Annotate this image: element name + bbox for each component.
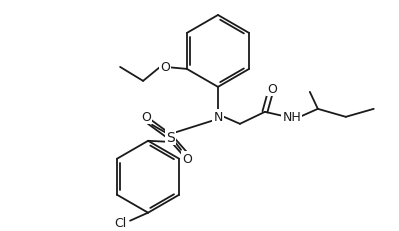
Text: O: O <box>267 83 277 96</box>
Text: NH: NH <box>282 111 301 124</box>
Text: O: O <box>141 111 151 124</box>
Text: Cl: Cl <box>114 216 126 229</box>
Text: O: O <box>182 153 192 166</box>
Text: N: N <box>213 111 223 124</box>
Text: S: S <box>166 130 174 144</box>
Text: O: O <box>160 61 170 74</box>
